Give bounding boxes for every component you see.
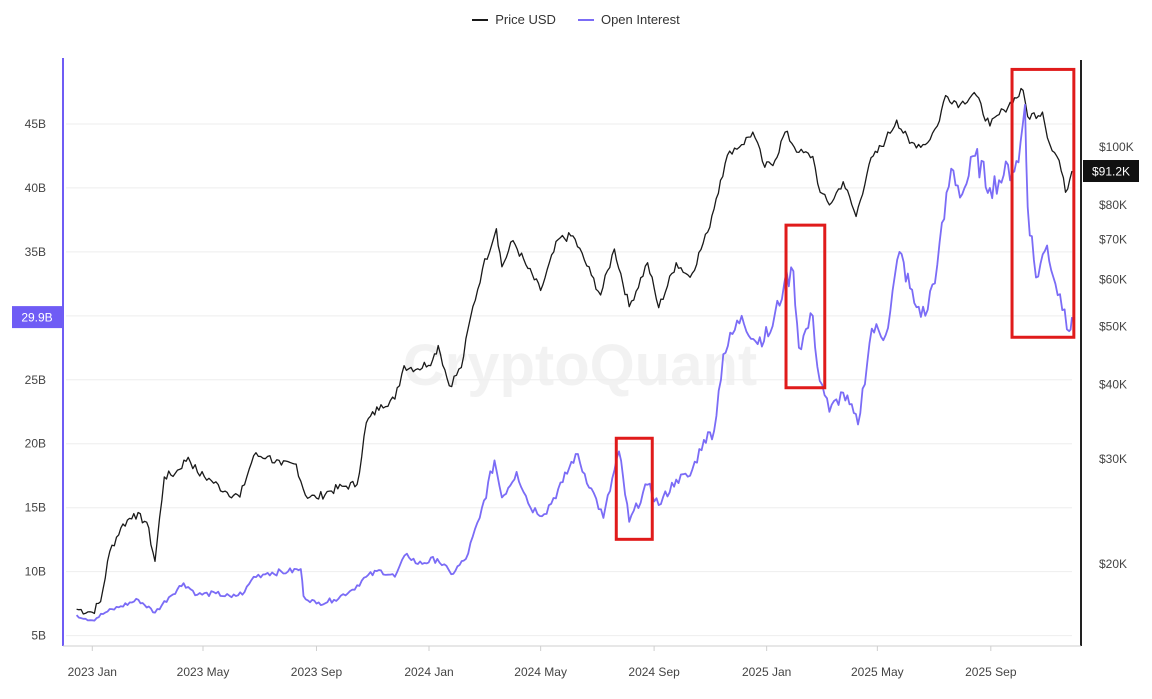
- y-left-tick-label: 5B: [31, 629, 46, 643]
- y-left-tick-label: 20B: [25, 437, 46, 451]
- current-open-interest-label: 29.9B: [21, 311, 52, 325]
- current-price-label: $91.2K: [1092, 165, 1130, 179]
- x-tick-label: 2024 Sep: [628, 665, 680, 679]
- highlight-box: [614, 436, 654, 541]
- y-right-tick-label: $80K: [1099, 198, 1127, 212]
- y-left-tick-label: 25B: [25, 373, 46, 387]
- x-tick-label: 2025 Jan: [742, 665, 791, 679]
- highlight-box: [1010, 67, 1076, 339]
- legend-swatch-price: [472, 18, 489, 21]
- y-right-tick-label: $50K: [1099, 320, 1127, 334]
- legend-item-open-interest[interactable]: Open Interest: [577, 12, 680, 27]
- series-line-price-usd: [76, 87, 1073, 615]
- y-right-tick-label: $20K: [1099, 557, 1127, 571]
- y-left-tick-label: 35B: [25, 245, 46, 259]
- y-left-tick-label: 40B: [25, 181, 46, 195]
- x-tick-label: 2023 May: [177, 665, 230, 679]
- legend-item-price[interactable]: Price USD: [472, 12, 556, 27]
- grid-lines: [66, 123, 1072, 637]
- y-left-tick-label: 15B: [25, 501, 46, 515]
- y-right-tick-label: $70K: [1099, 233, 1127, 247]
- legend-swatch-open-interest: [577, 18, 594, 21]
- x-tick-label: 2024 May: [514, 665, 567, 679]
- y-right-tick-label: $60K: [1099, 272, 1127, 286]
- watermark: CryptoQuant: [403, 333, 757, 398]
- highlight-box: [784, 223, 827, 390]
- x-tick-label: 2023 Sep: [291, 665, 343, 679]
- series-layer: [75, 87, 1073, 622]
- current-open-interest-badge: [12, 306, 62, 329]
- legend-label-open-interest: Open Interest: [600, 12, 680, 27]
- legend-label-price: Price USD: [495, 12, 556, 27]
- x-tick-label: 2024 Jan: [404, 665, 453, 679]
- y-right-tick-label: $40K: [1099, 377, 1127, 391]
- highlight-boxes: [614, 67, 1076, 541]
- legend: Price USD Open Interest: [0, 12, 1152, 27]
- series-line-open-interest: [75, 103, 1073, 622]
- current-price-badge: [1083, 160, 1139, 183]
- axes: 5B 10B 15B 20B 25B 35B 40B 45B $20K $30K $40K $50K $…: [12, 58, 1139, 679]
- y-left-tick-label: 10B: [25, 565, 46, 579]
- y-left-tick-label: 45B: [25, 117, 46, 131]
- y-right-tick-label: $100K: [1099, 140, 1134, 154]
- x-tick-label: 2025 Sep: [965, 665, 1017, 679]
- x-tick-label: 2025 May: [851, 665, 904, 679]
- y-right-tick-label: $30K: [1099, 452, 1127, 466]
- x-tick-label: 2023 Jan: [68, 665, 117, 679]
